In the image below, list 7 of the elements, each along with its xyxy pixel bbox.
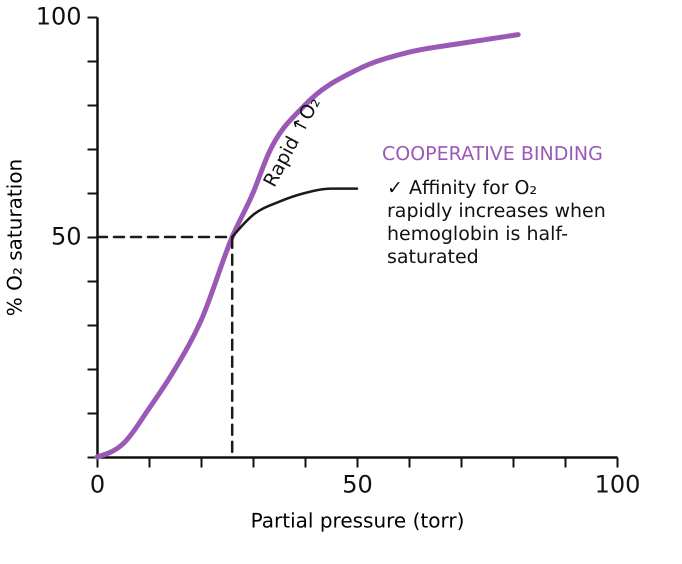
annotation: COOPERATIVE BINDING <box>382 143 603 165</box>
y-axis-title: % O₂ saturation <box>2 158 27 316</box>
x-tick-label: 0 <box>90 470 106 498</box>
x-axis-title: Partial pressure (torr) <box>250 508 464 532</box>
x-tick-label: 100 <box>594 470 640 498</box>
x-tick-label: 50 <box>342 470 373 498</box>
annotation: ✓ Affinity for O₂ rapidly increases when hemoglobin is half-saturated <box>387 177 606 268</box>
